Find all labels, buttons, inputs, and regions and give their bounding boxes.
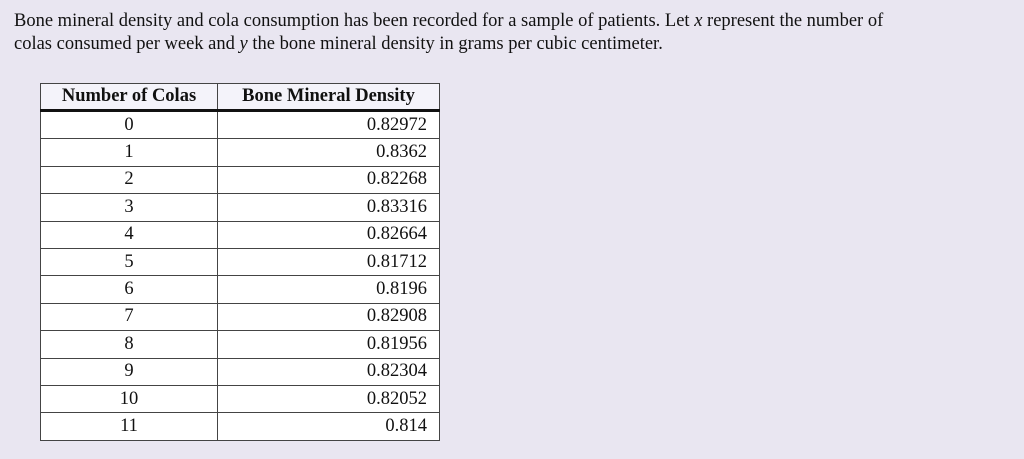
table-row: 2 0.82268: [40, 165, 440, 195]
column-header: Bone Mineral Density: [217, 83, 440, 112]
table-row: 6 0.8196: [40, 275, 440, 304]
table-body: 0 0.82972 1 0.8362 2 0.82268 3 0.83316 4 0.82664 5…: [40, 109, 440, 441]
table-row: 9 0.82304: [40, 357, 440, 386]
table-row: 11 0.814: [40, 412, 440, 441]
table-cell: 0.82304: [217, 357, 440, 386]
header-row: Number of Colas Bone Mineral Density: [40, 83, 440, 112]
table-cell: 0.82972: [217, 109, 440, 140]
table-cell: 2: [40, 165, 218, 195]
text: the bone mineral density in grams per cu…: [247, 34, 663, 54]
problem-text: Bone mineral density and cola consumptio…: [14, 10, 1014, 56]
variable: y: [239, 34, 248, 54]
table-cell: 8: [40, 330, 218, 359]
text: Bone mineral density and cola consumptio…: [14, 11, 695, 31]
table-row: 5 0.81712: [40, 247, 440, 277]
table-cell: 0.8362: [217, 138, 440, 167]
table-cell: 0.83316: [217, 193, 440, 222]
table-row: 0 0.82972: [40, 109, 440, 140]
table-cell: 9: [40, 357, 218, 386]
table-cell: 7: [40, 302, 218, 332]
table-cell: 0.82268: [217, 165, 440, 195]
data-table: Number of Colas Bone Mineral Density 0 0.…: [40, 83, 440, 441]
table-row: 7 0.82908: [40, 302, 440, 332]
table-cell: 0.81956: [217, 330, 440, 359]
table-cell: 0.814: [217, 412, 440, 441]
table-cell: 0.82908: [217, 302, 440, 332]
table-row: 10 0.82052: [40, 384, 440, 414]
table-cell: 6: [40, 275, 218, 304]
table-row: 3 0.83316: [40, 193, 440, 222]
table-cell: 0.81712: [217, 247, 440, 277]
table-row: 1 0.8362: [40, 138, 440, 167]
table-row: 4 0.82664: [40, 220, 440, 249]
column-header: Number of Colas: [40, 83, 218, 112]
table-cell: 4: [40, 220, 218, 249]
table-cell: 0.82664: [217, 220, 440, 249]
table-cell: 10: [40, 384, 218, 414]
text: colas consumed per week and: [14, 34, 240, 54]
table-cell: 1: [40, 138, 218, 167]
table-row: 8 0.81956: [40, 330, 440, 359]
table-cell: 5: [40, 247, 218, 277]
table-cell: 0.82052: [217, 384, 440, 414]
text: represent the number of: [702, 11, 884, 31]
table-cell: 3: [40, 193, 218, 222]
table-cell: 11: [40, 412, 218, 441]
table-cell: 0: [40, 109, 218, 140]
table-cell: 0.8196: [217, 275, 440, 304]
variable: x: [694, 11, 703, 31]
